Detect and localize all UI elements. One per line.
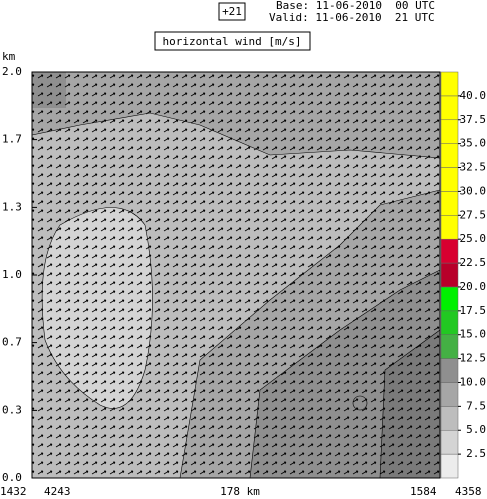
wind-field — [31, 71, 441, 479]
colorbar-band — [440, 95, 459, 121]
colorbar-label: 12.5 — [460, 352, 487, 365]
colorbar-label: 27.5 — [460, 208, 487, 221]
colorbar-label: 32.5 — [460, 161, 487, 174]
run-label: +21 — [222, 5, 242, 18]
y-tick-label: 1.3 — [2, 200, 22, 213]
colorbar-label: 5.0 — [466, 423, 486, 436]
colorbar-band — [440, 358, 459, 383]
colorbar-band — [440, 429, 459, 455]
colorbar-label: 17.5 — [460, 304, 487, 317]
y-tick-label: 0.7 — [2, 336, 22, 349]
colorbar-label: 35.0 — [460, 137, 487, 150]
x-label: 4243 — [44, 485, 71, 498]
colorbar-band — [440, 286, 459, 312]
colorbar-band — [440, 119, 459, 144]
x-label: 178 km — [220, 485, 260, 498]
colorbar-label: 10.0 — [460, 375, 487, 388]
colorbar-band — [440, 238, 459, 264]
title-box — [154, 31, 311, 51]
chart-title: horizontal wind [m/s] — [162, 35, 301, 48]
colorbar-band — [440, 215, 459, 240]
colorbar-band — [440, 406, 459, 431]
colorbar-band — [440, 71, 459, 97]
y-tick-label: 0.0 — [2, 471, 22, 484]
valid-time: Valid: 11-06-2010 21 UTC — [269, 11, 435, 24]
colorbar-label: 22.5 — [460, 256, 487, 269]
colorbar-label: 2.5 — [466, 447, 486, 460]
colorbar-label: 7.5 — [466, 399, 486, 412]
colorbar-label: 20.0 — [460, 280, 487, 293]
colorbar-label: 15.0 — [460, 328, 487, 341]
colorbar-band — [440, 310, 459, 335]
colorbar-label: 40.0 — [460, 89, 487, 102]
colorbar-band — [440, 334, 459, 359]
colorbar-band — [440, 191, 459, 216]
y-axis-label: km — [2, 50, 16, 63]
colorbar-band — [440, 143, 459, 168]
colorbar-label: 37.5 — [460, 113, 487, 126]
colorbar-label: 30.0 — [460, 184, 487, 197]
colorbar-band — [440, 167, 459, 192]
y-tick-label: 0.3 — [2, 403, 22, 416]
colorbar-label: 25.0 — [460, 232, 487, 245]
colorbar-band — [440, 453, 459, 479]
colorbar-band — [440, 382, 459, 407]
y-tick-label: 1.0 — [2, 268, 22, 281]
x-label: 4358 — [455, 485, 482, 498]
x-label: 1432 — [0, 485, 27, 498]
run-box — [218, 2, 246, 21]
y-tick-label: 1.7 — [2, 133, 22, 146]
base-time: Base: 11-06-2010 00 UTC — [276, 0, 435, 12]
y-tick-label: 2.0 — [2, 65, 22, 78]
x-label: 1584 — [410, 485, 437, 498]
colorbar-band — [440, 262, 459, 288]
